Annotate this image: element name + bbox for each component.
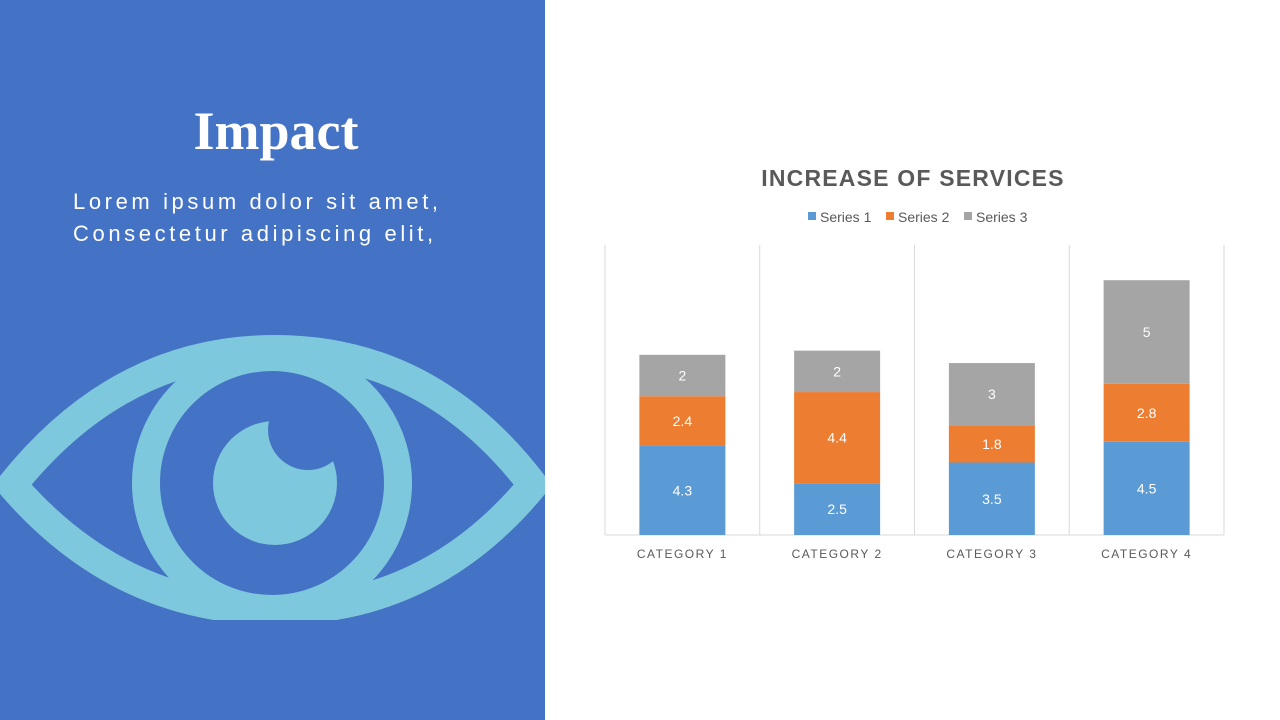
bars: 4.3 2.4 2 2.5 4.4 2 3.5 1.8 3 4.5 2.8 5	[639, 280, 1190, 535]
bar-segment	[794, 392, 881, 484]
left-panel: Impact Lorem ipsum dolor sit amet, Conse…	[0, 0, 545, 720]
bar-segment	[639, 354, 726, 397]
x-tick-label: CATEGORY 4	[1101, 547, 1192, 561]
bar-segment	[639, 396, 726, 446]
eye-icon	[0, 335, 545, 620]
subtitle-line: Consectetur adipiscing elit,	[73, 221, 437, 246]
chart-title: INCREASE OF SERVICES	[761, 165, 1064, 191]
data-label: 2	[833, 363, 841, 379]
bar-segment	[1103, 280, 1190, 384]
legend-swatch	[886, 212, 894, 220]
data-label: 2	[678, 368, 686, 384]
data-label: 1.8	[982, 436, 1002, 452]
legend-label: Series 1	[820, 209, 872, 225]
data-label: 4.4	[827, 430, 847, 446]
data-label: 2.8	[1137, 405, 1157, 421]
data-label: 3.5	[982, 491, 1002, 507]
legend-label: Series 2	[898, 209, 950, 225]
slide-subtitle: Lorem ipsum dolor sit amet, Consectetur …	[73, 186, 442, 250]
bar-segment	[948, 425, 1035, 463]
bar-segment	[639, 445, 726, 535]
legend-swatch	[964, 212, 972, 220]
x-tick-label: CATEGORY 1	[637, 547, 728, 561]
data-label: 3	[988, 386, 996, 402]
data-label: 4.3	[673, 482, 693, 498]
bar-segment	[1103, 383, 1190, 442]
legend: Series 1 Series 2 Series 3	[808, 209, 1028, 225]
data-label: 2.5	[827, 501, 847, 517]
legend-label: Series 3	[976, 209, 1028, 225]
x-tick-label: CATEGORY 2	[792, 547, 883, 561]
data-label: 5	[1143, 324, 1151, 340]
legend-swatch	[808, 212, 816, 220]
bar-segment	[948, 462, 1035, 535]
bar-segment	[794, 350, 881, 393]
slide-title: Impact	[193, 101, 359, 161]
data-label: 4.5	[1137, 480, 1157, 496]
x-axis-labels: CATEGORY 1 CATEGORY 2 CATEGORY 3 CATEGORY 4	[637, 547, 1192, 561]
bar-segment	[1103, 441, 1190, 535]
bar-segment	[948, 363, 1035, 426]
data-label: 2.4	[673, 413, 693, 429]
subtitle-line: Lorem ipsum dolor sit amet,	[73, 189, 442, 214]
bar-segment	[794, 483, 881, 535]
x-tick-label: CATEGORY 3	[946, 547, 1037, 561]
